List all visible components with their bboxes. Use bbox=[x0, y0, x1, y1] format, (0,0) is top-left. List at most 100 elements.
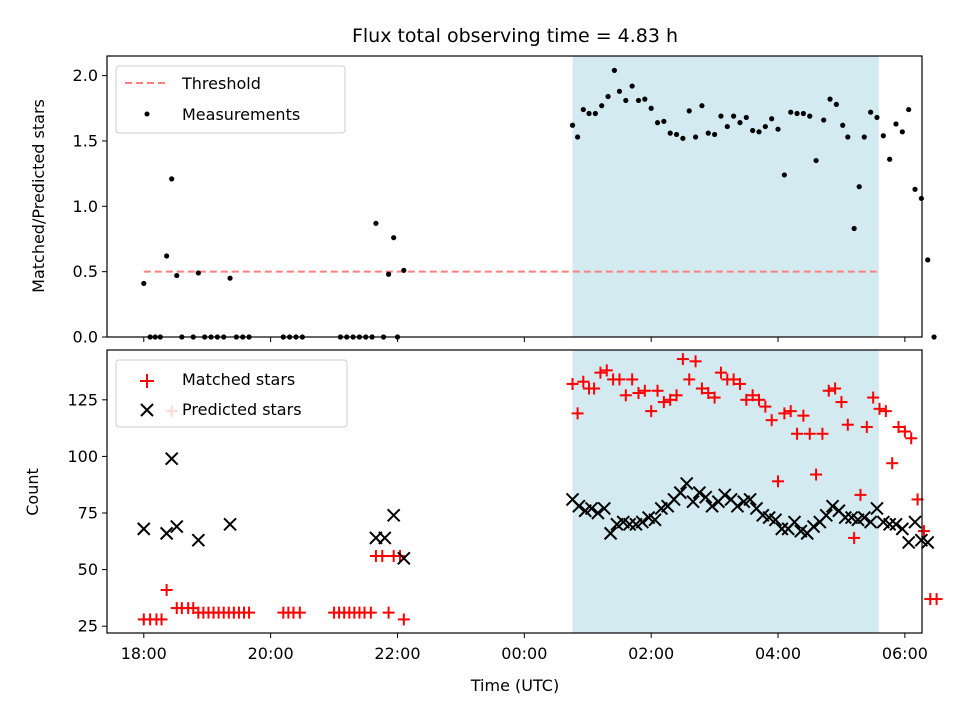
predicted-star-point bbox=[768, 513, 783, 527]
predicted-star-point bbox=[857, 510, 871, 525]
matched-star-point bbox=[822, 384, 835, 397]
predicted-star-point bbox=[622, 517, 637, 532]
bottom-legend-box bbox=[115, 359, 348, 428]
predicted-star-point bbox=[386, 508, 401, 522]
matched-star-point bbox=[873, 402, 886, 415]
matched-star-point bbox=[848, 531, 861, 544]
predicted-star-point bbox=[730, 499, 745, 513]
measurement-point bbox=[880, 133, 886, 139]
matched-star-point bbox=[867, 391, 880, 404]
bottom-legend: Matched stars Predicted stars bbox=[115, 359, 348, 428]
bottom-panel: 25 50 75 100 125 18:00 20:00 22:00 00:00 02:00 04… bbox=[23, 349, 943, 695]
matched-star-point bbox=[600, 364, 613, 377]
predicted-star-point bbox=[378, 531, 392, 545]
predicted-star-point bbox=[895, 522, 910, 536]
legend-predicted-swatch bbox=[140, 403, 154, 417]
predicted-star-point bbox=[584, 501, 599, 516]
measurement-point bbox=[861, 134, 867, 140]
measurement-point bbox=[794, 110, 800, 117]
measurement-point bbox=[931, 334, 937, 340]
predicted-star-point bbox=[705, 499, 719, 513]
measurement-point bbox=[575, 134, 581, 140]
measurement-point bbox=[813, 157, 819, 164]
x-tick-label: 02:00 bbox=[628, 644, 674, 663]
matched-star-point bbox=[740, 393, 753, 406]
measurement-point bbox=[912, 186, 918, 192]
measurement-point bbox=[373, 220, 379, 226]
measurement-point bbox=[616, 88, 623, 94]
matched-star-point bbox=[797, 409, 810, 422]
predicted-star-point bbox=[673, 485, 688, 500]
predicted-star-point bbox=[889, 517, 903, 532]
matched-star-point bbox=[753, 393, 765, 406]
predicted-star-point bbox=[635, 515, 650, 529]
measurement-point bbox=[906, 106, 912, 113]
predicted-star-point bbox=[718, 488, 732, 502]
measurement-point bbox=[712, 131, 718, 138]
measurement-point bbox=[611, 67, 617, 73]
measurement-point bbox=[756, 129, 762, 135]
matched-star-point bbox=[683, 373, 696, 386]
legend-matched-label: Matched stars bbox=[182, 370, 295, 389]
measurement-point bbox=[164, 253, 170, 259]
x-tick-label: 00:00 bbox=[501, 644, 547, 663]
x-tick-label: 18:00 bbox=[121, 644, 167, 663]
measurement-point bbox=[654, 120, 661, 126]
matched-star-point bbox=[791, 427, 804, 440]
predicted-star-point bbox=[882, 517, 897, 532]
bottom-x-axis: 18:00 20:00 22:00 00:00 02:00 04:00 06:00 bbox=[121, 633, 928, 663]
measurement-point bbox=[386, 271, 392, 277]
measurement-point bbox=[781, 172, 787, 178]
x-tick-label: 22:00 bbox=[374, 644, 420, 663]
predicted-star-point bbox=[775, 522, 789, 536]
measurement-point bbox=[868, 109, 874, 115]
measurement-point bbox=[642, 96, 648, 102]
bottom-ytick-label: 25 bbox=[78, 617, 98, 636]
top-legend-box bbox=[115, 65, 346, 134]
matched-star-point bbox=[577, 375, 590, 388]
matched-star-point bbox=[860, 420, 873, 433]
matched-star-point bbox=[772, 475, 785, 488]
measurement-point bbox=[605, 93, 611, 100]
matched-star-point bbox=[727, 373, 740, 386]
matched-star-point bbox=[689, 355, 702, 368]
predicted-star-point bbox=[191, 533, 206, 547]
matched-star-point bbox=[626, 373, 639, 386]
measurement-point bbox=[743, 114, 749, 121]
matched-star-point bbox=[397, 613, 410, 626]
predicted-star-point bbox=[787, 515, 802, 529]
measurement-point bbox=[227, 275, 233, 281]
top-ytick-label: 0.5 bbox=[73, 262, 98, 281]
legend-measurements-swatch bbox=[144, 111, 150, 117]
measurement-point bbox=[918, 195, 924, 202]
measurement-point bbox=[592, 110, 598, 117]
measurement-point bbox=[840, 122, 846, 128]
matched-star-point bbox=[778, 407, 791, 420]
measurement-point bbox=[807, 113, 813, 119]
top-ytick-label: 1.5 bbox=[73, 131, 98, 150]
measurement-point bbox=[141, 280, 147, 287]
matched-star-point bbox=[702, 387, 715, 400]
matched-star-point bbox=[376, 550, 389, 563]
measurement-point bbox=[648, 105, 654, 111]
matched-star-point bbox=[657, 396, 670, 409]
matched-star-point bbox=[645, 405, 658, 418]
matched-star-point bbox=[886, 457, 899, 470]
measurement-point bbox=[401, 267, 407, 273]
measurement-point bbox=[623, 97, 629, 104]
measurement-point bbox=[673, 131, 680, 138]
matched-star-point bbox=[588, 382, 601, 395]
x-axis-label: Time (UTC) bbox=[470, 676, 559, 695]
predicted-star-point bbox=[591, 506, 605, 520]
predicted-star-point bbox=[679, 476, 694, 491]
measurement-point bbox=[845, 134, 851, 140]
matched-star-point bbox=[243, 606, 256, 619]
matched-star-point bbox=[816, 427, 829, 440]
matched-star-point bbox=[382, 606, 395, 619]
matched-star-point bbox=[841, 418, 854, 431]
measurement-point bbox=[599, 103, 605, 109]
top-shaded-span bbox=[572, 56, 879, 337]
predicted-star-point bbox=[806, 519, 821, 534]
matched-star-point bbox=[364, 606, 377, 619]
matched-star-point bbox=[594, 366, 607, 379]
